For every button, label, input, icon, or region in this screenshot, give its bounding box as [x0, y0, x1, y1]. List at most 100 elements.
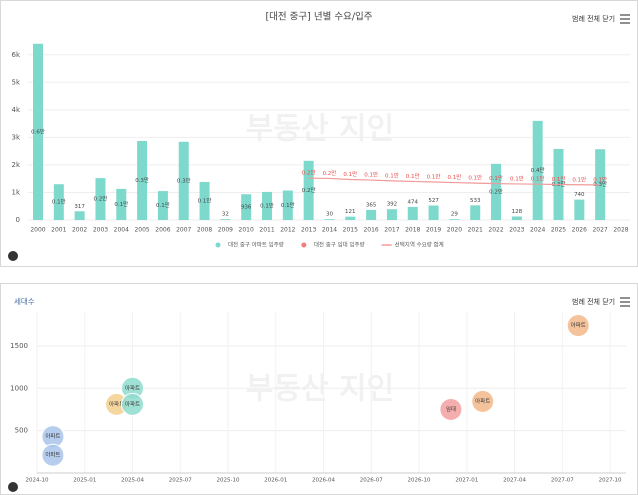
legend-label: 선택지역 수요량 합계 [395, 241, 444, 249]
menu-icon[interactable] [620, 14, 630, 24]
x-tick-label: 2004 [114, 227, 129, 234]
menu-icon[interactable] [620, 297, 630, 307]
bar [366, 209, 377, 220]
data-label: 0.6만 [31, 127, 45, 135]
bar [532, 120, 543, 220]
x-tick-label: 2006 [155, 227, 170, 234]
x-tick-label: 2014 [322, 227, 337, 234]
bar [33, 43, 43, 220]
bar [345, 216, 356, 220]
bar [428, 205, 439, 220]
x-tick-label: 2001 [51, 227, 66, 234]
bubble-label: 아파트 [45, 451, 60, 459]
bar [95, 178, 106, 220]
x-tick-label: 2016 [363, 227, 378, 234]
x-tick-label: 2024-10 [26, 478, 49, 484]
y-tick-label: 4k [11, 106, 20, 114]
x-tick-label: 2025 [551, 227, 566, 234]
data-label: 392 [387, 202, 398, 208]
x-tick-label: 2010 [239, 227, 254, 234]
x-tick-label: 2002 [72, 227, 87, 234]
watermark: 부동산 지인 [246, 372, 394, 407]
data-label: 0.2만 [302, 169, 316, 177]
x-tick-label: 2026 [572, 227, 587, 234]
data-label: 0.3만 [593, 180, 607, 188]
x-tick-label: 2027 [592, 227, 607, 234]
bar [386, 209, 397, 220]
y-tick-label: 3k [11, 133, 20, 141]
bar [157, 191, 168, 220]
data-label: 0.1만 [385, 171, 399, 179]
bar [324, 219, 335, 220]
bar [449, 219, 460, 220]
logo-icon [8, 251, 18, 261]
data-label: 121 [345, 209, 356, 215]
bubble-label: 아파트 [45, 432, 60, 440]
data-label: 0.1만 [364, 171, 378, 179]
bubble [471, 389, 495, 413]
bubble [121, 392, 145, 416]
data-label: 0.3만 [177, 176, 191, 184]
legend-toggle[interactable]: 범례 전체 닫기 [572, 297, 615, 306]
x-tick-label: 2015 [343, 227, 358, 234]
data-label: 474 [408, 199, 419, 205]
bar [407, 206, 418, 220]
data-label: 0.4만 [531, 166, 545, 174]
y-tick-label: 1500 [10, 342, 28, 350]
y-tick-label: 1k [11, 188, 20, 196]
watermark: 부동산 지인 [246, 112, 394, 147]
x-tick-label: 2022 [488, 227, 503, 234]
x-tick-label: 2027-01 [455, 478, 478, 484]
data-label: 30 [326, 212, 333, 218]
legend-toggle[interactable]: 범례 전체 닫기 [572, 14, 615, 23]
bubble [41, 443, 65, 467]
top-panel [0, 0, 638, 267]
x-tick-label: 2028 [613, 227, 628, 234]
line [308, 177, 601, 186]
chart-title: [대전 중구] 년별 수요/입주 [265, 11, 372, 23]
data-label: 317 [74, 204, 85, 210]
y-tick-label: 2k [11, 161, 20, 169]
y-tick-label: 1000 [10, 384, 28, 392]
data-label: 0.1만 [156, 201, 170, 209]
data-label: 936 [241, 205, 252, 211]
x-tick-label: 2026-07 [360, 478, 383, 484]
data-label: 533 [470, 198, 481, 204]
x-tick-label: 2013 [301, 227, 316, 234]
x-tick-label: 2025-04 [121, 478, 144, 484]
bubble-label: 아파트 [475, 397, 490, 405]
x-tick-label: 2018 [405, 227, 420, 234]
bar [303, 160, 314, 220]
bar [282, 190, 293, 220]
bar [220, 219, 231, 220]
x-tick-label: 2023 [509, 227, 524, 234]
bubble-label: 아파트 [571, 321, 586, 329]
data-label: 0.1만 [406, 172, 420, 180]
data-label: 29 [451, 212, 458, 218]
data-label: 527 [428, 198, 439, 204]
data-label: 0.1만 [593, 176, 607, 184]
data-label: 0.1만 [510, 174, 524, 182]
bubble-label: 아파트 [125, 400, 140, 408]
x-tick-label: 2025-01 [73, 478, 96, 484]
data-label: 0.2만 [94, 195, 108, 203]
legend-label: 대전 중구 아파트 입주량 [228, 241, 284, 249]
x-tick-label: 2017 [384, 227, 399, 234]
data-label: 365 [366, 202, 377, 208]
legend-swatch [215, 242, 221, 248]
bar [241, 194, 252, 220]
bar [470, 205, 481, 220]
bar [178, 141, 189, 220]
data-label: 0.1만 [552, 175, 566, 183]
x-tick-label: 2011 [259, 227, 274, 234]
bar [74, 211, 85, 220]
x-tick-label: 2026-04 [312, 478, 335, 484]
bar [116, 188, 127, 220]
bubble-label: 아파트 [125, 384, 140, 392]
bubble-label: 임대 [446, 405, 456, 413]
x-tick-label: 2019 [426, 227, 441, 234]
x-tick-label: 2027-10 [599, 478, 622, 484]
x-tick-label: 2025-10 [217, 478, 240, 484]
